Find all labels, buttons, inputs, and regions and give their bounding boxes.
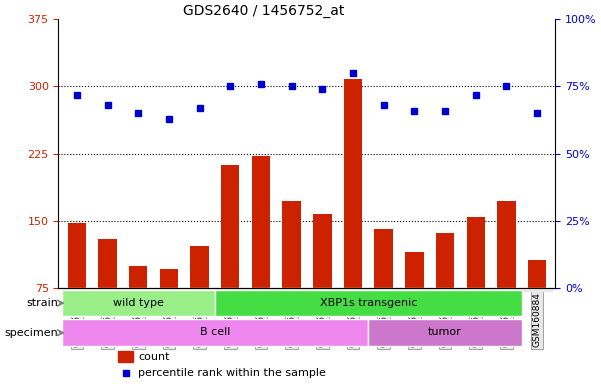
Bar: [252, 156, 270, 356]
Bar: [399, 288, 430, 291]
Bar: [368, 288, 399, 291]
Bar: [185, 288, 215, 291]
Bar: [338, 288, 368, 291]
Text: specimen: specimen: [4, 328, 58, 338]
Bar: [497, 201, 516, 356]
Bar: [460, 288, 491, 291]
Text: count: count: [138, 352, 169, 362]
FancyBboxPatch shape: [61, 290, 215, 316]
FancyBboxPatch shape: [215, 290, 522, 316]
Bar: [466, 217, 485, 356]
Bar: [92, 288, 123, 291]
Text: percentile rank within the sample: percentile rank within the sample: [138, 368, 326, 378]
Bar: [246, 288, 276, 291]
Bar: [154, 288, 185, 291]
Bar: [160, 268, 178, 356]
Text: B cell: B cell: [200, 327, 230, 337]
Bar: [436, 233, 454, 356]
Bar: [430, 288, 460, 291]
Bar: [118, 351, 133, 362]
Bar: [276, 288, 307, 291]
Text: strain: strain: [26, 298, 58, 308]
Bar: [344, 79, 362, 356]
Bar: [191, 246, 209, 356]
Text: wild type: wild type: [113, 298, 163, 308]
Bar: [68, 223, 86, 356]
FancyBboxPatch shape: [368, 319, 522, 346]
Bar: [528, 260, 546, 356]
Bar: [522, 288, 552, 291]
Bar: [405, 252, 424, 356]
Text: XBP1s transgenic: XBP1s transgenic: [320, 298, 417, 308]
Bar: [221, 164, 239, 356]
Bar: [61, 288, 92, 291]
Bar: [123, 288, 154, 291]
FancyBboxPatch shape: [61, 319, 368, 346]
Bar: [99, 239, 117, 356]
Bar: [374, 229, 393, 356]
Text: tumor: tumor: [428, 327, 462, 337]
Bar: [307, 288, 338, 291]
Bar: [282, 201, 301, 356]
Bar: [129, 266, 147, 356]
Text: GDS2640 / 1456752_at: GDS2640 / 1456752_at: [183, 4, 344, 18]
Bar: [491, 288, 522, 291]
Bar: [215, 288, 246, 291]
Bar: [313, 214, 332, 356]
